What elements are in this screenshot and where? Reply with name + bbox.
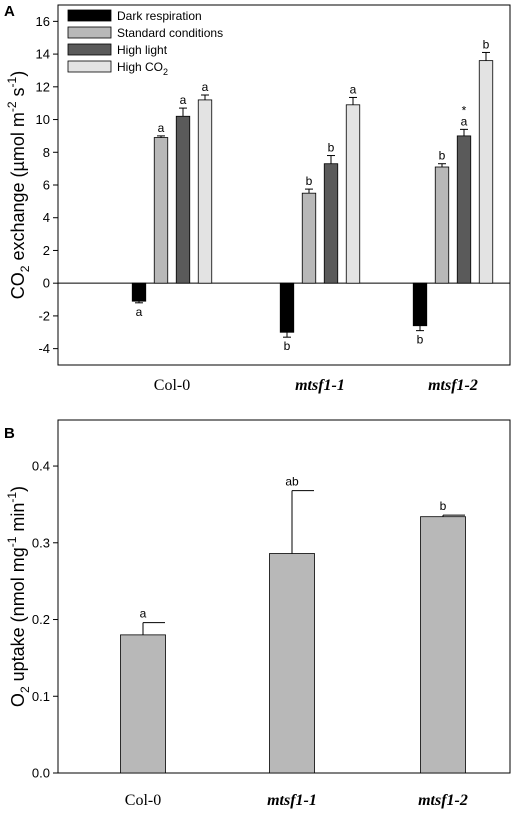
panel-letter-b: B	[4, 425, 15, 442]
y-tick-label: 14	[36, 47, 50, 62]
significance-label: a	[461, 114, 468, 128]
significance-label: b	[284, 339, 291, 353]
x-category-label: mtsf1-1	[295, 377, 345, 394]
y-tick-label: 4	[43, 210, 50, 225]
y-tick-label: 0.2	[32, 612, 50, 627]
x-category-label: mtsf1-1	[267, 792, 317, 809]
y-tick-label: 6	[43, 178, 50, 193]
y-axis-title-part: uptake (nmol mg	[8, 547, 28, 686]
significance-label: b	[440, 499, 447, 513]
y-tick-label: 0	[43, 276, 50, 291]
y-axis-title: CO2 exchange (µmol m-2 s-1)	[5, 71, 32, 299]
bar	[345, 104, 361, 284]
y-axis-title-part: s	[8, 87, 28, 101]
y-axis-title-part: -2	[5, 101, 19, 112]
bar	[120, 634, 166, 774]
bar	[279, 282, 295, 333]
significance-label: b	[439, 149, 446, 163]
bar	[153, 137, 169, 284]
bar	[269, 553, 315, 774]
y-axis-title-part: )	[8, 486, 28, 492]
legend-swatch	[67, 60, 112, 73]
significance-label: a	[202, 80, 209, 94]
bar	[175, 115, 191, 284]
significance-label: a	[136, 305, 143, 319]
y-axis-title-part: O	[8, 693, 28, 707]
significance-label: a	[140, 607, 147, 621]
y-tick-label: 0.3	[32, 535, 50, 550]
legend-label: High CO2	[117, 60, 168, 77]
significance-label: b	[483, 37, 490, 51]
significance-label: a	[180, 93, 187, 107]
legend-swatch	[67, 43, 112, 56]
legend-label: High light	[117, 43, 168, 57]
y-axis-title-part: -1	[5, 492, 19, 503]
significance-label: ab	[285, 475, 299, 489]
bar	[434, 166, 450, 284]
legend-swatch	[67, 9, 112, 22]
y-axis-title: O2 uptake (nmol mg-1 min-1)	[5, 486, 32, 707]
y-tick-label: 8	[43, 145, 50, 160]
significance-label: a	[350, 82, 357, 96]
legend-label-sub: 2	[163, 67, 168, 77]
panel-letter-a: A	[4, 3, 15, 20]
y-tick-label: 0.1	[32, 689, 50, 704]
y-axis-title-part: -1	[5, 76, 19, 87]
significance-label: a	[158, 121, 165, 135]
panel-b-chart: B0.00.10.20.30.4O2 uptake (nmol mg-1 min…	[4, 419, 511, 809]
x-category-label: mtsf1-2	[418, 792, 468, 809]
significance-label: b	[328, 141, 335, 155]
y-tick-label: -4	[38, 341, 50, 356]
bar	[301, 192, 317, 284]
y-tick-label: 2	[43, 243, 50, 258]
y-tick-label: -2	[38, 308, 50, 323]
bar	[478, 60, 494, 284]
bar	[456, 135, 472, 284]
legend-label: Standard conditions	[117, 26, 223, 40]
y-axis-title-part: -1	[5, 536, 19, 547]
significance-label: b	[417, 333, 424, 347]
y-tick-label: 0.0	[32, 766, 50, 781]
x-category-label: Col-0	[154, 377, 190, 394]
bar	[197, 99, 213, 284]
annotation-asterisk: *	[462, 103, 467, 117]
y-axis-title-part: )	[8, 71, 28, 77]
y-axis-title-part: 2	[18, 265, 32, 272]
x-category-label: Col-0	[125, 792, 161, 809]
bar	[420, 516, 466, 774]
y-tick-label: 16	[36, 14, 50, 29]
y-tick-label: 0.4	[32, 459, 50, 474]
legend-swatch	[67, 26, 112, 39]
y-axis-title-part: 2	[18, 686, 32, 693]
y-tick-label: 12	[36, 79, 50, 94]
legend-label-part: High CO	[117, 60, 163, 74]
y-axis-title-part: exchange (µmol m	[8, 112, 28, 265]
bar	[323, 163, 339, 284]
x-category-label: mtsf1-2	[428, 377, 478, 394]
bar	[412, 282, 428, 327]
y-axis-title-part: CO	[8, 272, 28, 299]
legend-label: Dark respiration	[117, 9, 202, 23]
bar	[131, 282, 147, 302]
y-axis-title-part: min	[8, 503, 28, 537]
y-tick-label: 10	[36, 112, 50, 127]
significance-label: b	[306, 174, 313, 188]
